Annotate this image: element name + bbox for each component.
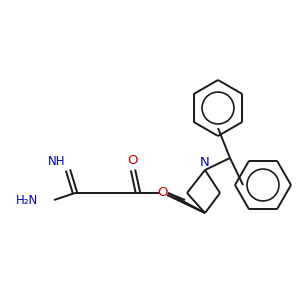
Text: H₂N: H₂N — [16, 194, 38, 208]
Text: NH: NH — [47, 155, 65, 168]
Text: N: N — [200, 156, 210, 169]
Text: O: O — [158, 187, 168, 200]
Text: O: O — [128, 154, 138, 167]
